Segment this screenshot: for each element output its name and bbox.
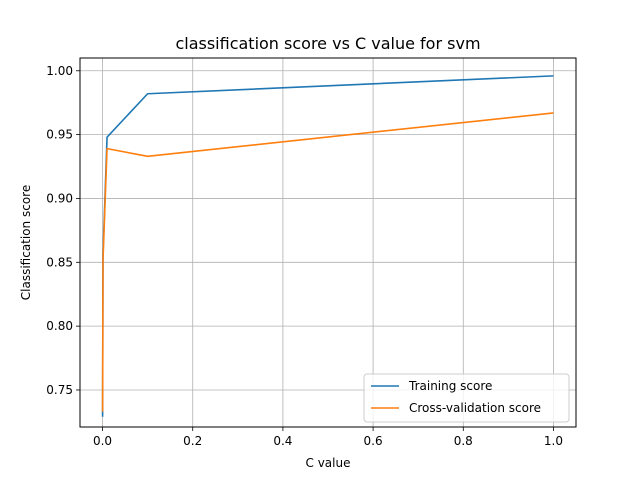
- y-tick-label: 0.75: [46, 383, 73, 397]
- cross-validation-score-line: [101, 112, 554, 412]
- grid-lines: [80, 58, 576, 427]
- y-tick-label: 0.95: [46, 128, 73, 142]
- legend-label: Cross-validation score: [409, 401, 541, 415]
- y-tick-label: 1.00: [46, 64, 73, 78]
- legend-label: Training score: [408, 379, 492, 393]
- y-axis-ticks: 0.75 0.80 0.85 0.90 0.95 1.00: [46, 64, 80, 397]
- x-tick-label: 0.4: [273, 434, 292, 448]
- x-tick-label: 0.0: [93, 434, 112, 448]
- y-tick-label: 0.80: [46, 319, 73, 333]
- y-axis-label: Classification score: [19, 185, 33, 300]
- legend-box: [363, 373, 570, 423]
- x-tick-label: 1.0: [544, 434, 563, 448]
- x-tick-label: 0.6: [364, 434, 383, 448]
- chart-title: classification score vs C value for svm: [175, 34, 480, 53]
- legend: Training score Cross-validation score: [363, 373, 570, 423]
- x-tick-label: 0.8: [454, 434, 473, 448]
- y-tick-label: 0.85: [46, 255, 73, 269]
- series-lines: [101, 75, 554, 417]
- x-axis-ticks: 0.0 0.2 0.4 0.6 0.8 1.0: [93, 427, 563, 448]
- x-axis-label: C value: [306, 456, 351, 470]
- plot-frame: [79, 57, 577, 428]
- x-tick-label: 0.2: [183, 434, 202, 448]
- y-tick-label: 0.90: [46, 191, 73, 205]
